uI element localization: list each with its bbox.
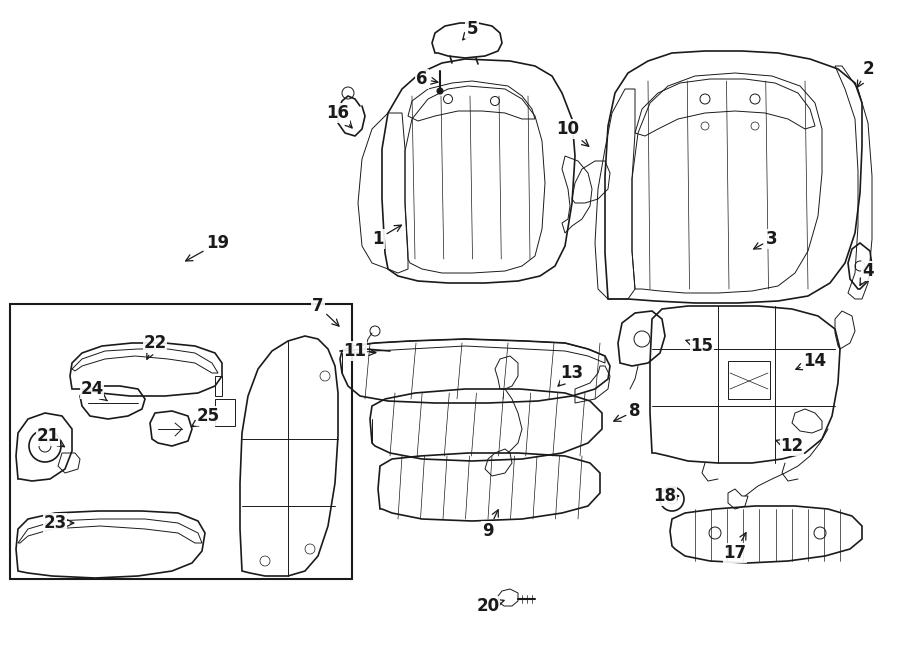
Text: 4: 4 bbox=[860, 262, 874, 286]
Text: 16: 16 bbox=[327, 104, 352, 128]
Text: 11: 11 bbox=[344, 342, 376, 360]
Text: 8: 8 bbox=[614, 402, 641, 421]
Text: 17: 17 bbox=[724, 533, 747, 562]
Text: 14: 14 bbox=[796, 352, 826, 370]
Text: 20: 20 bbox=[476, 597, 504, 615]
Text: 1: 1 bbox=[373, 225, 401, 248]
Circle shape bbox=[437, 88, 443, 94]
Text: 22: 22 bbox=[143, 334, 166, 360]
Text: 13: 13 bbox=[558, 364, 583, 386]
Text: 23: 23 bbox=[43, 514, 74, 532]
Bar bbox=[10, 304, 352, 579]
Text: 9: 9 bbox=[482, 510, 499, 540]
Text: 24: 24 bbox=[80, 380, 107, 401]
Text: 15: 15 bbox=[686, 337, 714, 355]
Text: 2: 2 bbox=[857, 60, 874, 87]
Text: 3: 3 bbox=[753, 230, 778, 249]
Text: 7: 7 bbox=[312, 297, 339, 326]
Text: 18: 18 bbox=[653, 487, 679, 505]
Text: 10: 10 bbox=[556, 120, 589, 146]
Text: 6: 6 bbox=[416, 70, 438, 88]
Text: 25: 25 bbox=[192, 407, 220, 427]
Text: 21: 21 bbox=[36, 427, 65, 447]
Bar bbox=[728, 361, 770, 399]
Text: 5: 5 bbox=[463, 20, 478, 40]
Text: 19: 19 bbox=[185, 234, 230, 261]
Text: 12: 12 bbox=[776, 437, 804, 455]
